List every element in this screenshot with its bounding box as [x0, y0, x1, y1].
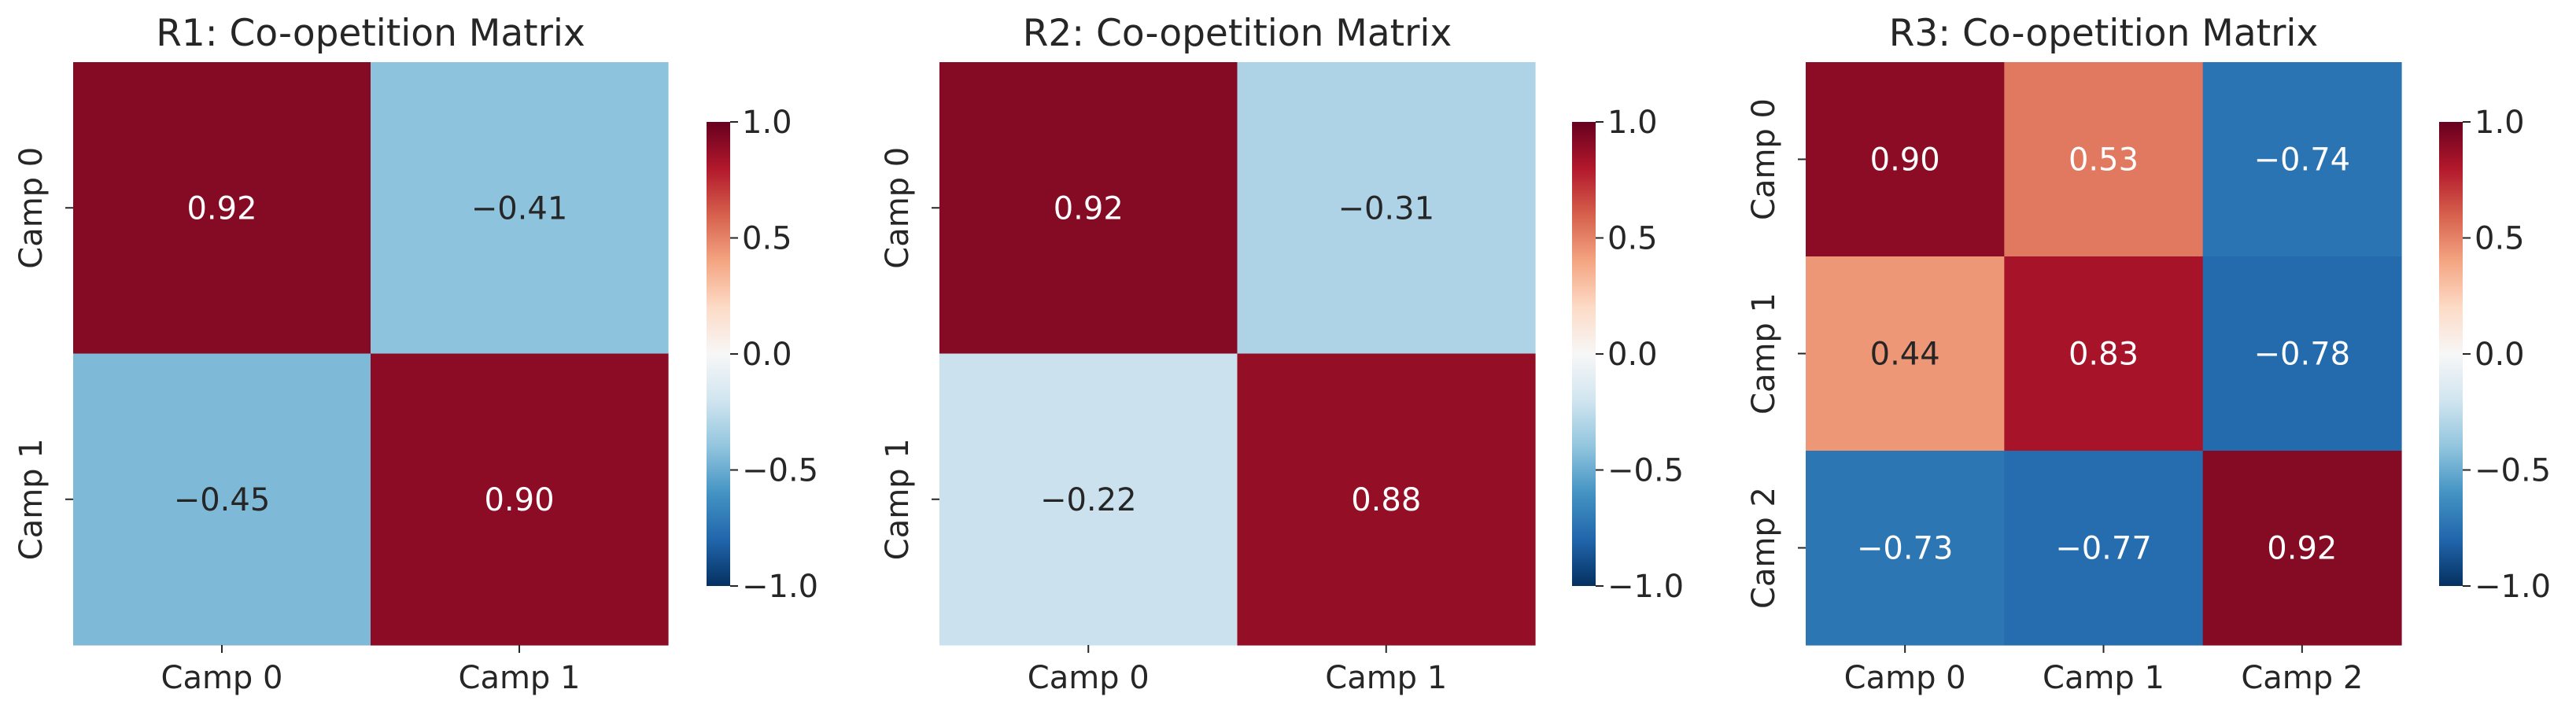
- panel-1-y-tick-label-1: Camp 1: [13, 438, 50, 560]
- panel-3-cell-r2-c1: [2004, 451, 2204, 646]
- panel-2-cell-r0-c1: [1237, 62, 1536, 355]
- panel-2-cell-r0-c0: [939, 62, 1238, 355]
- panel-3-cell-r2-c2: [2202, 451, 2402, 646]
- panel-3-cell-r1-c0: [1806, 256, 2005, 451]
- panel-1-x-tick-label-0: Camp 0: [161, 660, 283, 696]
- panel-3-value-label-r0-c1: 0.53: [2069, 142, 2139, 179]
- panel-1-value-label-r0-c1: −0.41: [471, 190, 568, 227]
- panel-1-x-tick-label-1: Camp 1: [459, 660, 581, 696]
- panel-3-cell-r1-c2: [2202, 256, 2402, 451]
- panel-3-colorbar-tick-label-3: −0.5: [2475, 453, 2551, 489]
- panel-1-title: R1: Co-opetition Matrix: [156, 12, 585, 55]
- panel-1-colorbar-tick-label-4: −1.0: [742, 569, 818, 605]
- panel-3-y-tick-label-1: Camp 1: [1746, 293, 1782, 415]
- panel-3-colorbar-tick-label-0: 1.0: [2475, 105, 2525, 141]
- panel-1-cell-r0-c0: [73, 62, 371, 355]
- panel-2-value-label-r1-c0: −0.22: [1040, 482, 1137, 518]
- panel-3-cell-r2-c0: [1806, 451, 2005, 646]
- panel-1-colorbar-tick-label-0: 1.0: [742, 105, 792, 141]
- panel-2-value-label-r1-c1: 0.88: [1351, 482, 1421, 518]
- panel-2-title: R2: Co-opetition Matrix: [1023, 12, 1452, 55]
- panel-3-x-tick-label-1: Camp 1: [2043, 660, 2165, 696]
- panel-1-colorbar-tick-label-1: 0.5: [742, 221, 792, 257]
- panel-1-y-tick-label-0: Camp 0: [13, 147, 50, 269]
- panel-3-colorbar-tick-label-1: 0.5: [2475, 221, 2525, 257]
- panel-2-value-label-r0-c0: 0.92: [1054, 190, 1124, 227]
- panel-3-x-tick-label-2: Camp 2: [2241, 660, 2363, 696]
- panel-3-colorbar-tick-label-4: −1.0: [2475, 569, 2551, 605]
- panel-1-value-label-r0-c0: 0.92: [186, 190, 256, 227]
- panel-3-title: R3: Co-opetition Matrix: [1889, 12, 2319, 55]
- panel-2-cell-r1-c0: [939, 353, 1238, 646]
- panel-1-cell-r1-c1: [371, 353, 669, 646]
- panel-3-cell-r1-c1: [2004, 256, 2204, 451]
- panel-3-colorbar: [2439, 122, 2463, 586]
- panel-3-value-label-r1-c1: 0.83: [2069, 337, 2139, 373]
- panel-2-colorbar-tick-label-4: −1.0: [1607, 569, 1684, 605]
- panel-3-cell-r0-c2: [2202, 62, 2402, 257]
- panel-2-x-tick-label-0: Camp 0: [1028, 660, 1150, 696]
- panel-1-colorbar: [707, 122, 730, 586]
- panel-3-cell-r0-c1: [2004, 62, 2204, 257]
- panel-1-value-label-r1-c1: 0.90: [484, 482, 554, 518]
- panel-1-value-label-r1-c0: −0.45: [174, 482, 271, 518]
- panel-2-colorbar-tick-label-1: 0.5: [1607, 221, 1658, 257]
- panel-2-y-tick-label-1: Camp 1: [880, 438, 916, 560]
- panel-1-colorbar-tick-label-2: 0.0: [742, 337, 792, 373]
- panel-2-y-tick-label-0: Camp 0: [880, 147, 916, 269]
- panel-2-colorbar-tick-label-0: 1.0: [1607, 105, 1658, 141]
- panel-3-value-label-r2-c2: 0.92: [2267, 531, 2337, 567]
- panel-3-value-label-r1-c0: 0.44: [1870, 337, 1940, 373]
- panel-1-cell-r0-c1: [371, 62, 669, 355]
- panel-2-colorbar-tick-label-3: −0.5: [1607, 453, 1684, 489]
- panel-3-y-tick-label-0: Camp 0: [1746, 98, 1782, 220]
- panel-3-value-label-r0-c2: −0.74: [2254, 142, 2351, 179]
- panel-3-colorbar-tick-label-2: 0.0: [2475, 337, 2525, 373]
- panel-2-x-tick-label-1: Camp 1: [1325, 660, 1447, 696]
- panel-3-value-label-r1-c2: −0.78: [2254, 337, 2351, 373]
- panel-3-y-tick-label-2: Camp 2: [1746, 487, 1782, 609]
- panel-3-value-label-r2-c1: −0.77: [2055, 531, 2152, 567]
- panel-3-cell-r0-c0: [1806, 62, 2005, 257]
- panel-3-x-tick-label-0: Camp 0: [1844, 660, 1966, 696]
- panel-2-colorbar: [1572, 122, 1596, 586]
- panel-1-cell-r1-c0: [73, 353, 371, 646]
- panel-1-colorbar-tick-label-3: −0.5: [742, 453, 818, 489]
- panel-2-cell-r1-c1: [1237, 353, 1536, 646]
- panel-2-colorbar-tick-label-2: 0.0: [1607, 337, 1658, 373]
- panel-3-value-label-r0-c0: 0.90: [1870, 142, 1940, 179]
- panel-2-value-label-r0-c1: −0.31: [1338, 190, 1434, 227]
- panel-3-value-label-r2-c0: −0.73: [1857, 531, 1954, 567]
